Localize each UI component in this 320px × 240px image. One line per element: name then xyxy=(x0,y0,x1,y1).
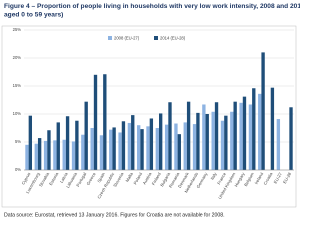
y-tick-label: 10% xyxy=(13,111,22,116)
x-tick-label: Poland xyxy=(132,171,143,185)
bar xyxy=(121,121,126,170)
bar xyxy=(230,111,234,170)
bar xyxy=(233,101,237,170)
bar xyxy=(258,93,262,170)
y-tick-label: 25% xyxy=(13,27,22,32)
bar xyxy=(81,134,85,170)
bar xyxy=(196,112,200,170)
bar xyxy=(224,115,228,170)
bar xyxy=(28,115,33,170)
bar xyxy=(146,126,150,170)
bar xyxy=(37,138,42,170)
bar xyxy=(177,134,181,170)
bar xyxy=(93,74,98,170)
bar xyxy=(62,139,66,170)
bar xyxy=(109,129,113,170)
bar xyxy=(155,128,159,170)
x-tick-label: Spain xyxy=(96,171,106,183)
bar xyxy=(214,102,219,170)
bar xyxy=(103,74,107,170)
bar xyxy=(118,132,122,170)
y-tick-label: 15% xyxy=(13,83,22,88)
bar xyxy=(99,135,104,170)
bar xyxy=(140,129,144,170)
bar xyxy=(239,102,243,170)
x-tick-label: Croatia xyxy=(262,171,273,186)
bar xyxy=(220,120,225,170)
bar xyxy=(159,113,163,170)
x-tick-label: Ireland xyxy=(254,171,265,185)
chart: Figure 4 – Proportion of people living i… xyxy=(1,2,300,219)
bar xyxy=(164,124,169,170)
bar xyxy=(149,118,154,170)
bar xyxy=(205,114,209,170)
bar xyxy=(276,119,281,170)
plot-frame xyxy=(1,25,297,208)
bar xyxy=(242,96,247,170)
bar xyxy=(53,140,57,170)
x-tick-label: Finland xyxy=(151,171,163,186)
bar xyxy=(270,87,275,170)
x-tick-label: Estonia xyxy=(48,171,60,186)
bar xyxy=(183,122,187,170)
bar xyxy=(174,123,178,170)
legend-swatch xyxy=(108,36,112,40)
bar xyxy=(252,88,256,170)
bar xyxy=(34,143,38,170)
y-tick-label: 20% xyxy=(13,55,22,60)
bar xyxy=(71,141,76,170)
x-tick-label: Latvia xyxy=(59,171,69,184)
y-tick-label: 0% xyxy=(15,167,21,172)
bar xyxy=(25,144,29,170)
bar xyxy=(127,122,132,170)
bar xyxy=(131,115,135,170)
x-tick-label: Austria xyxy=(142,171,153,185)
x-tick-label: France xyxy=(216,171,227,185)
bar xyxy=(168,102,172,170)
bar xyxy=(192,124,197,170)
bar xyxy=(43,140,48,170)
legend-label: 2008 (EU-27) xyxy=(114,35,140,40)
bar xyxy=(211,111,215,170)
bar xyxy=(84,101,88,170)
x-tick-label: Cyprus xyxy=(21,172,32,186)
bar xyxy=(261,52,265,170)
source-note: Data source: Eurostat, retrieved 13 Janu… xyxy=(4,212,225,218)
bar xyxy=(186,101,191,170)
x-tick-label: Greece xyxy=(85,171,97,186)
bar xyxy=(56,122,60,170)
legend-swatch xyxy=(154,36,158,40)
x-tick-label: Malta xyxy=(124,171,134,183)
chart-title: Figure 4 – Proportion of people living i… xyxy=(4,3,300,19)
bar xyxy=(289,107,293,170)
x-tick-label: EU-28 xyxy=(282,171,293,184)
bar xyxy=(65,116,70,170)
bar xyxy=(112,127,116,170)
y-tick-label: 5% xyxy=(15,139,21,144)
bar xyxy=(202,104,206,170)
legend-label: 2014 (EU-28) xyxy=(160,35,186,40)
bar xyxy=(248,104,253,170)
bar xyxy=(137,125,141,170)
bar xyxy=(47,130,51,170)
x-tick-label: EU-27 xyxy=(273,171,284,184)
bar xyxy=(75,120,79,170)
x-tick-label: Italy xyxy=(210,171,219,181)
bar xyxy=(90,128,94,170)
